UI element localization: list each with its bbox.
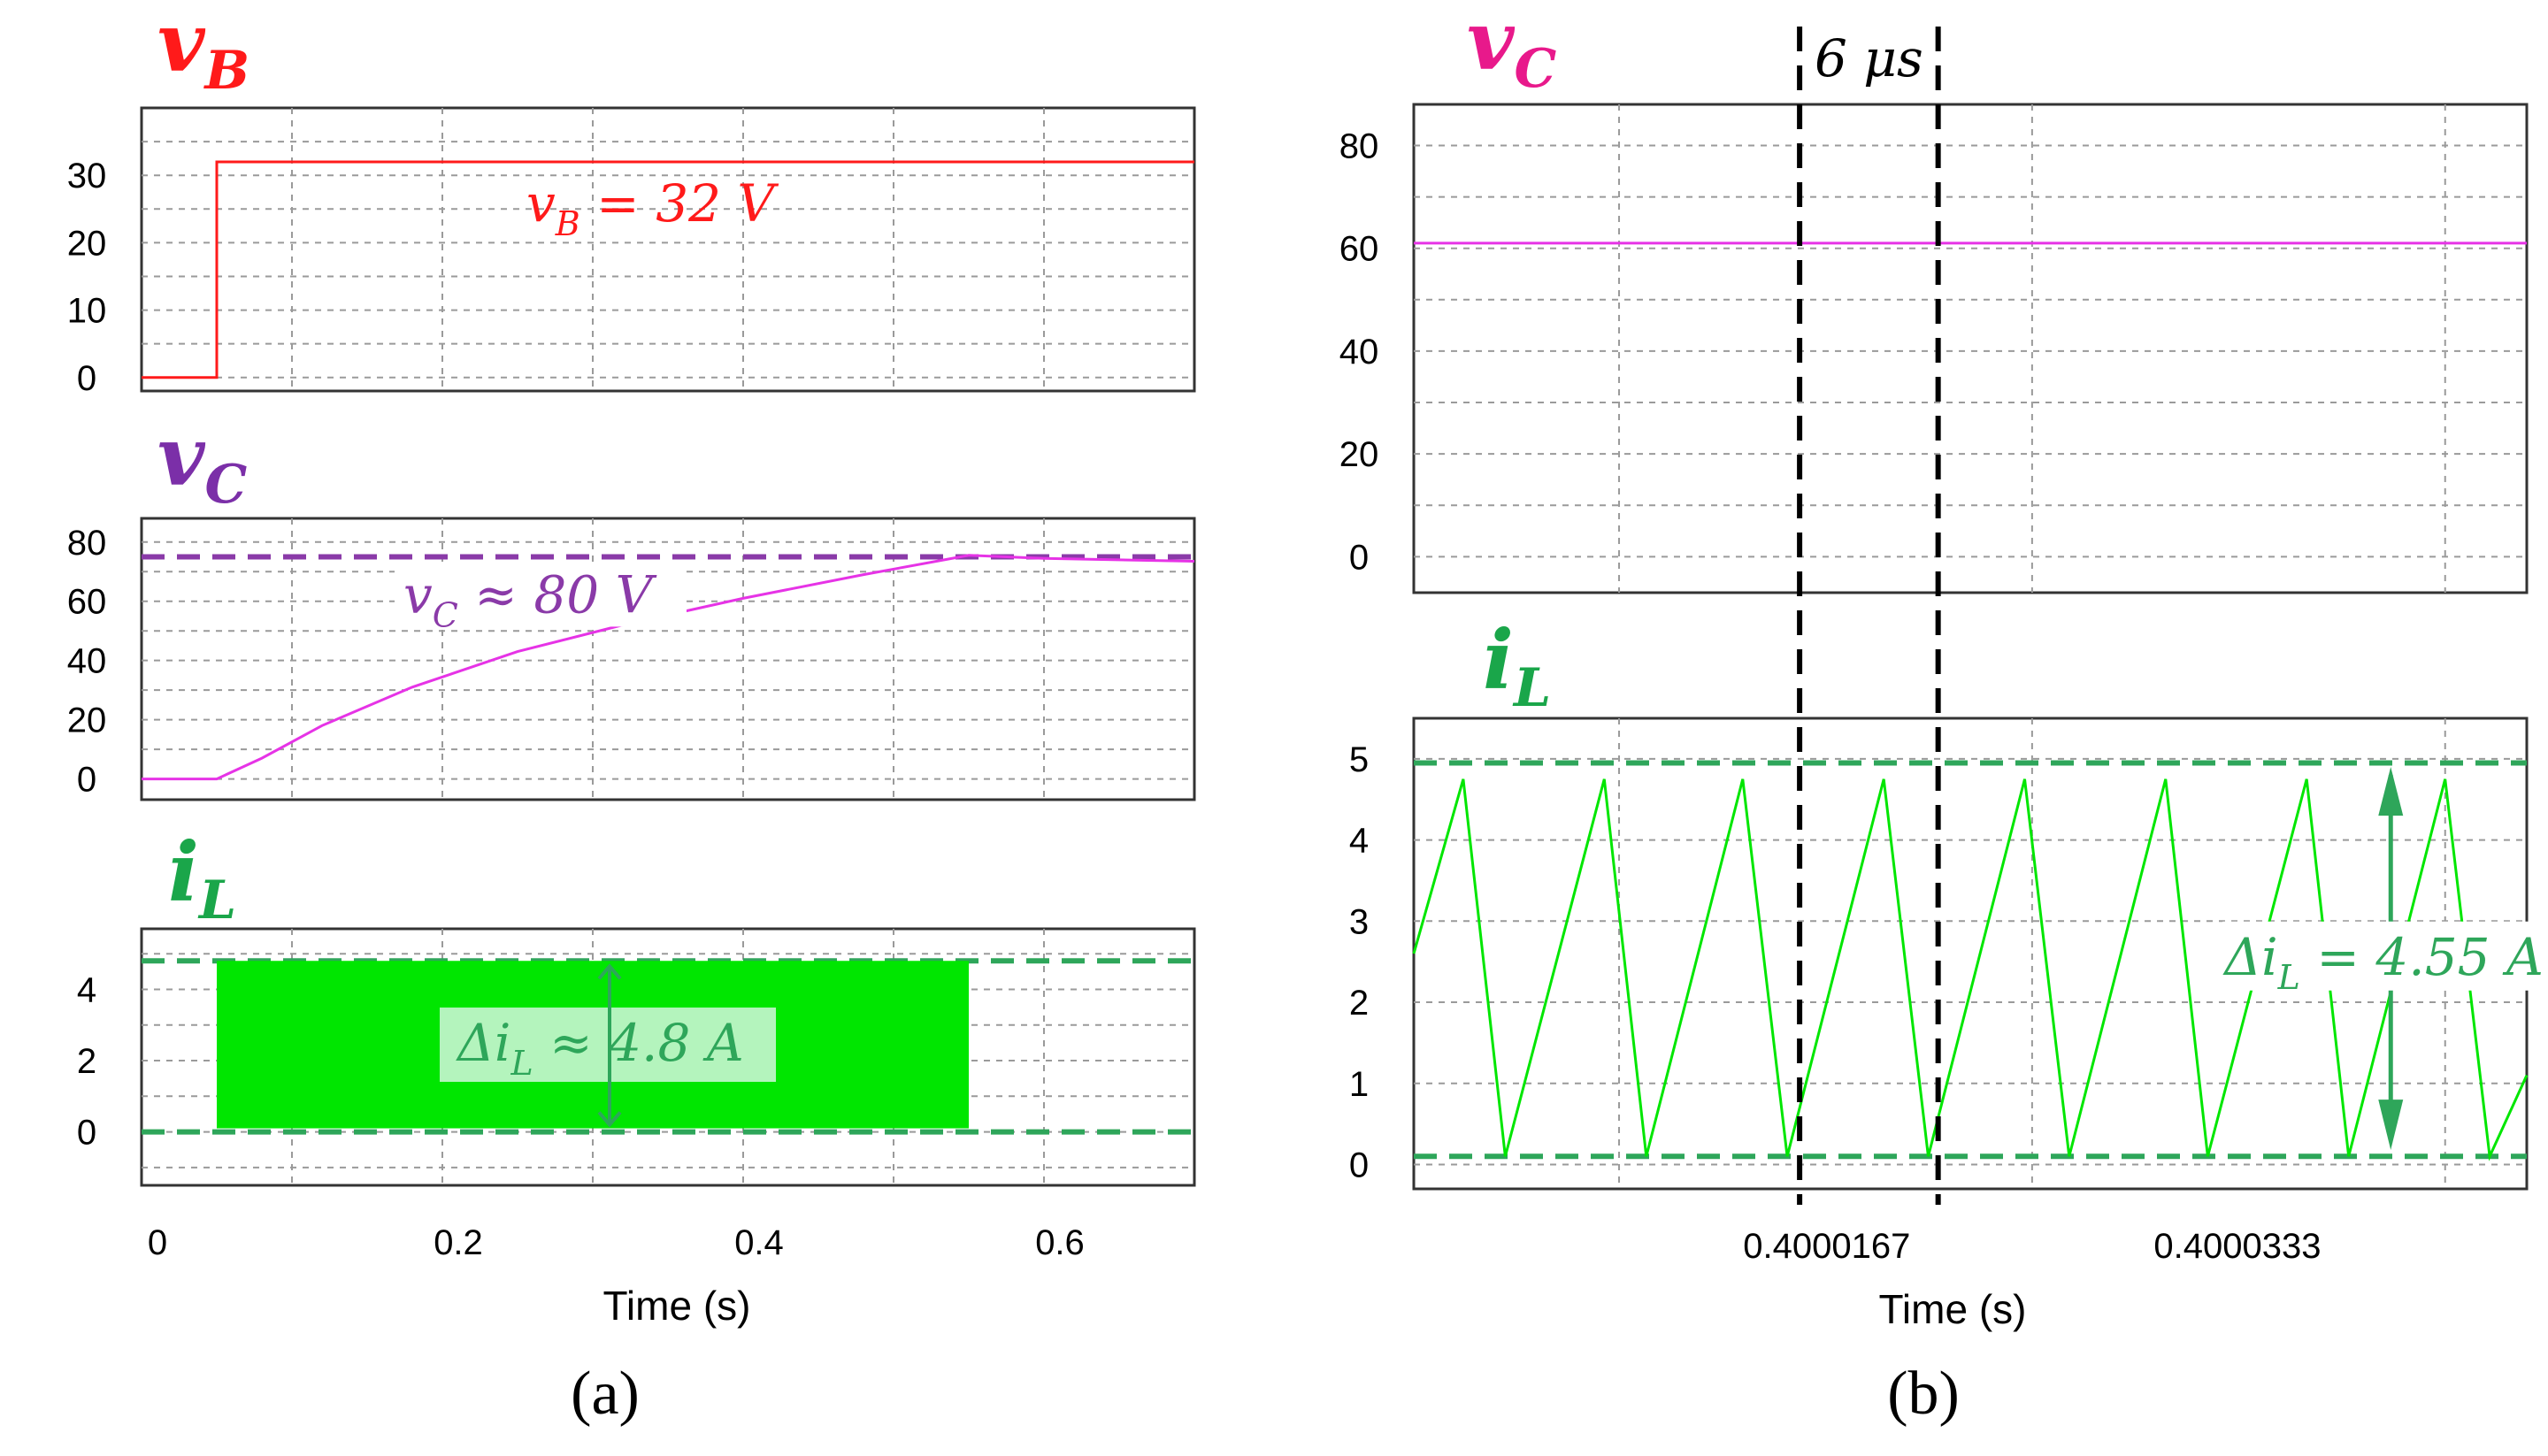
- a-iL-title: iL: [168, 824, 236, 931]
- b-vC-ytick-label: 20: [1339, 435, 1379, 474]
- b-iL-ytick-label: 3: [1349, 902, 1369, 941]
- a-vB-title: vB: [157, 0, 249, 102]
- a-iL-ytick-label: 4: [77, 970, 96, 1009]
- b-iL-arrow-head-up: [2378, 767, 2404, 816]
- a-iL-xtick-label: 0: [148, 1223, 167, 1262]
- b-iL-xtick-label: 0.4000333: [2153, 1227, 2321, 1266]
- b-iL-ytick-label: 2: [1349, 984, 1369, 1023]
- a-iL-ytick-label: 0: [77, 1114, 96, 1153]
- period-marker-label: 6 μs: [1815, 28, 1923, 88]
- a-vC-ytick-label: 80: [67, 524, 107, 563]
- a-vC-ytick-label: 60: [67, 583, 107, 622]
- b-iL-ytick-label: 0: [1349, 1146, 1369, 1184]
- b-vC-ytick-label: 60: [1339, 230, 1379, 269]
- a-vC-ytick-label: 20: [67, 701, 107, 740]
- b-iL-title: iL: [1483, 612, 1551, 719]
- a-vB-annotation: vB = 32 V: [526, 173, 779, 243]
- b-iL-arrow-head-down: [2378, 1100, 2404, 1150]
- a-vB-ytick-label: 30: [67, 157, 107, 195]
- a-iL-ytick-label: 2: [77, 1042, 96, 1081]
- panel-a-label: (a): [571, 1360, 640, 1428]
- b-vC-ytick-label: 40: [1339, 333, 1379, 372]
- b-iL-annotation-bg: [2222, 921, 2548, 991]
- b-iL-xtick-label: 0.4000167: [1743, 1227, 1910, 1266]
- a-vB-ytick-label: 10: [67, 292, 107, 331]
- a-vB-plot-frame: [140, 106, 1196, 393]
- a-vC-title: vC: [157, 409, 247, 516]
- b-vC-ytick-label: 0: [1349, 538, 1369, 577]
- a-vB-ytick-label: 0: [77, 359, 96, 398]
- b-iL-series-line: [1412, 778, 2529, 1161]
- a-iL-xtick-label: 0.2: [434, 1223, 483, 1262]
- a-vB-series-line: [142, 160, 1194, 379]
- a-vC-annotation-bg: [395, 563, 687, 627]
- b-iL-ytick-label: 1: [1349, 1065, 1369, 1104]
- b-vC-plot-frame: [1412, 103, 2529, 594]
- a-vC-plot-frame: [140, 517, 1196, 801]
- a-iL-x-axis-label: Time (s): [603, 1283, 751, 1329]
- a-iL-xtick-label: 0.6: [1035, 1223, 1085, 1262]
- b-vC-ytick-label: 80: [1339, 126, 1379, 165]
- a-vB-ytick-label: 20: [67, 224, 107, 263]
- a-vC-ytick-label: 0: [77, 761, 96, 800]
- a-vC-ytick-label: 40: [67, 642, 107, 681]
- b-iL-ytick-label: 5: [1349, 740, 1369, 779]
- b-vC-title: vC: [1467, 0, 1556, 100]
- a-iL-arrow-head-down: [597, 1111, 622, 1128]
- b-iL-x-axis-label: Time (s): [1879, 1286, 2027, 1332]
- panel-b-label: (b): [1887, 1360, 1960, 1428]
- a-iL-arrow-head-up: [597, 963, 622, 980]
- a-vC-annotation: vC ≈ 80 V: [403, 564, 657, 634]
- a-iL-annotation: ΔiL ≈ 4.8 A: [456, 1013, 744, 1083]
- a-vC-series-line: [142, 554, 1195, 781]
- a-iL-xtick-label: 0.4: [734, 1223, 784, 1262]
- b-iL-annotation: ΔiL = 4.55 A: [2222, 927, 2544, 997]
- b-iL-ytick-label: 4: [1349, 822, 1369, 861]
